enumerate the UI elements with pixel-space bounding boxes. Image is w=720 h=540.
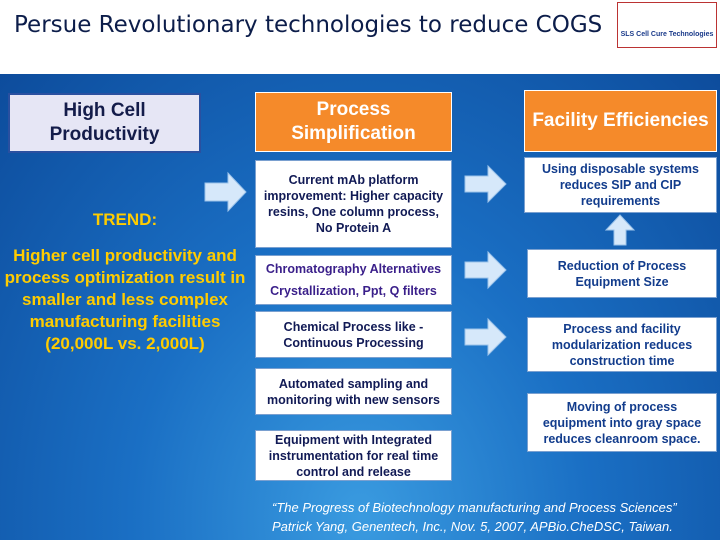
column-heading: Process Simplification [255, 92, 452, 152]
column-heading: Facility Efficiencies [524, 90, 717, 152]
arrow [464, 164, 507, 204]
item-box: Chemical Process like - Continuous Proce… [255, 311, 452, 358]
column-heading: High Cell Productivity [8, 93, 201, 153]
citation: Patrick Yang, Genentech, Inc., Nov. 5, 2… [272, 519, 673, 534]
title: Persue Revolutionary technologies to red… [14, 12, 603, 38]
item-box: Current mAb platform improvement: Higher… [255, 160, 452, 248]
item-box: Automated sampling and monitoring with n… [255, 368, 452, 415]
arrow [604, 214, 636, 246]
item-box: Equipment with Integrated instrumentatio… [255, 430, 452, 481]
item-box: Process and facility modularization redu… [527, 317, 717, 372]
item-box: Chromatography Alternatives Crystallizat… [255, 255, 452, 305]
item-text: Crystallization, Ppt, Q filters [270, 284, 437, 298]
item-box: Using disposable systems reduces SIP and… [524, 157, 717, 213]
item-box: Moving of process equipment into gray sp… [527, 393, 717, 452]
item-text: Chromatography Alternatives [265, 262, 442, 276]
arrow [204, 171, 247, 213]
item-box: Reduction of Process Equipment Size [527, 249, 717, 298]
arrow [464, 250, 507, 290]
trend-label: TREND: [92, 210, 158, 229]
arrow [464, 317, 507, 357]
trend-text: Higher cell productivity and process opt… [4, 246, 246, 353]
logo: SLS Cell Cure Technologies [617, 2, 717, 48]
citation: “The Progress of Biotechnology manufactu… [272, 500, 677, 515]
